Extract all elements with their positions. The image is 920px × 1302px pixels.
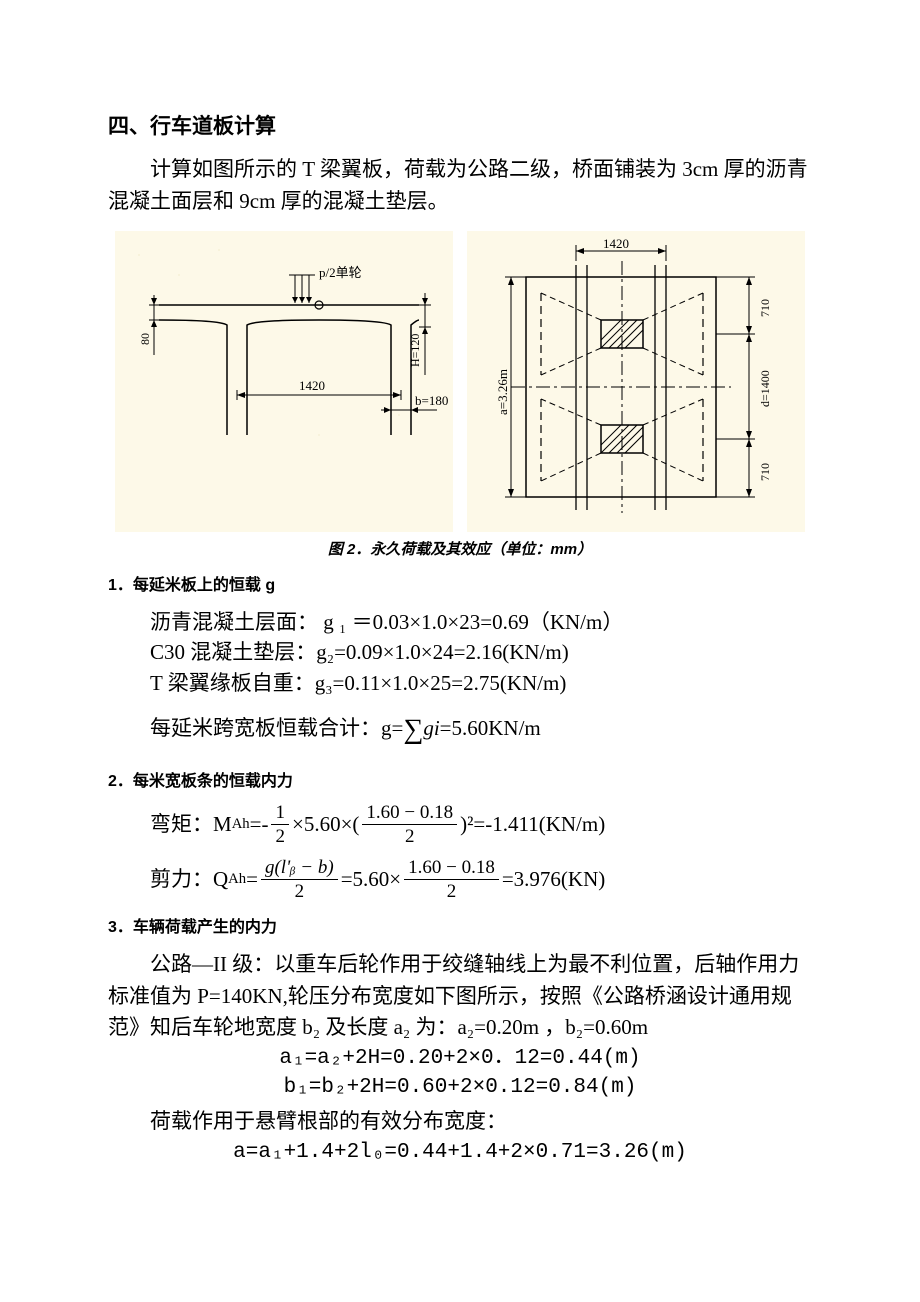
shear-frac2: 1.60 − 0.18 2 <box>404 858 499 901</box>
sum-prefix: 每延米跨宽板恒载合计：g= <box>150 706 403 750</box>
figure-left: p/2单轮 1420 b=180 80 <box>115 231 453 532</box>
frac2-den: 2 <box>401 825 419 846</box>
dim-r2: d=1400 <box>758 370 772 407</box>
shear-f1-den: 2 <box>291 880 309 901</box>
shear-f1-num: g(l'ᵦ − b) <box>261 858 338 880</box>
caption-suffix: ） <box>577 541 592 558</box>
bend-mid: ×5.60×( <box>292 814 359 835</box>
dim-top-1420: 1420 <box>603 236 629 251</box>
shear-eq: = <box>246 869 258 890</box>
shear-sub: Ah <box>228 872 246 887</box>
intro-paragraph: 计算如图所示的 T 梁翼板，荷载为公路二级，桥面铺装为 3cm 厚的沥青混凝土面… <box>108 154 812 217</box>
frac-span: 1.60 − 0.18 2 <box>362 803 457 846</box>
sum-expr: gi <box>423 706 439 750</box>
dim-a: a=3.26m <box>495 369 510 415</box>
sec3-eq2: b₁=b₂+2H=0.60+2×0.12=0.84(m) <box>108 1073 812 1102</box>
sec3-eq1: a₁=a₂+2H=0.20+2×0．12=0.44(m) <box>108 1044 812 1073</box>
section-title: 四、行车道板计算 <box>108 110 812 140</box>
shear-suffix: =3.976(KN) <box>502 869 605 890</box>
sec3-p2: 荷载作用于悬臂根部的有效分布宽度： <box>108 1106 812 1138</box>
caption-unit: mm <box>550 541 577 558</box>
bend-sub: Ah <box>232 817 250 832</box>
label-p2: p/2单轮 <box>319 265 362 280</box>
bend-eq: =- <box>250 814 269 835</box>
sec1-line3: T 梁翼缘板自重：g₃=0.11×1.0×25=2.75(KN/m) <box>150 668 812 698</box>
sigma-icon: ∑ <box>403 701 423 760</box>
t-beam-diagram: p/2单轮 1420 b=180 80 <box>119 235 449 451</box>
dim-b: b=180 <box>415 393 448 408</box>
bend-label: 弯矩：M <box>150 814 232 835</box>
figure-row: p/2单轮 1420 b=180 80 <box>108 231 812 532</box>
sec3-p1: 公路—II 级：以重车后轮作用于绞缝轴线上为最不利位置，后轴作用力标准值为 P=… <box>108 949 812 1044</box>
figure-right: 1420 a=3.26m 710 d=1400 710 <box>467 231 805 532</box>
dim-r3: 710 <box>758 463 772 481</box>
figure-caption: 图 2．永久荷载及其效应（单位：mm） <box>108 538 812 559</box>
plan-diagram: 1420 a=3.26m 710 d=1400 710 <box>471 235 801 523</box>
bend-moment-row: 弯矩：MAh =- 1 2 ×5.60×( 1.60 − 0.18 2 )²=-… <box>150 803 812 846</box>
sum-suffix: =5.60KN/m <box>440 706 541 750</box>
subhead-2: 2．每米宽板条的恒载内力 <box>108 767 812 791</box>
dim-h120: H=120 <box>408 334 422 367</box>
subhead-3: 3．车辆荷载产生的内力 <box>108 913 812 937</box>
shear-f2-num: 1.60 − 0.18 <box>404 858 499 880</box>
dim-80: 80 <box>138 333 152 345</box>
sec1-line2: C30 混凝土垫层：g₂=0.09×1.0×24=2.16(KN/m) <box>150 637 812 667</box>
shear-row: 剪力：QAh = g(l'ᵦ − b) 2 =5.60× 1.60 − 0.18… <box>150 858 812 901</box>
bend-suffix: )²=-1.411(KN/m) <box>460 814 605 835</box>
frac-half: 1 2 <box>271 803 289 846</box>
dim-r1: 710 <box>758 299 772 317</box>
shear-mid: =5.60× <box>341 869 401 890</box>
shear-frac1: g(l'ᵦ − b) 2 <box>261 858 338 901</box>
shear-f2-den: 2 <box>443 880 461 901</box>
frac2-num: 1.60 − 0.18 <box>362 803 457 825</box>
sec1-line1: 沥青混凝土层面： g ₁ ＝0.03×1.0×23=0.69（KN/m） <box>150 607 812 637</box>
subhead-1: 1．每延米板上的恒载 g <box>108 571 812 595</box>
sec1-sum: 每延米跨宽板恒载合计：g= ∑ gi =5.60KN/m <box>150 698 812 757</box>
frac-num: 1 <box>271 803 289 825</box>
shear-label: 剪力：Q <box>150 869 228 890</box>
dim-1420: 1420 <box>299 378 325 393</box>
frac-den: 2 <box>271 825 289 846</box>
sec3-eq3: a=a₁+1.4+2l₀=0.44+1.4+2×0.71=3.26(m) <box>108 1138 812 1167</box>
caption-prefix: 图 2．永久荷载及其效应（单位： <box>328 541 551 558</box>
